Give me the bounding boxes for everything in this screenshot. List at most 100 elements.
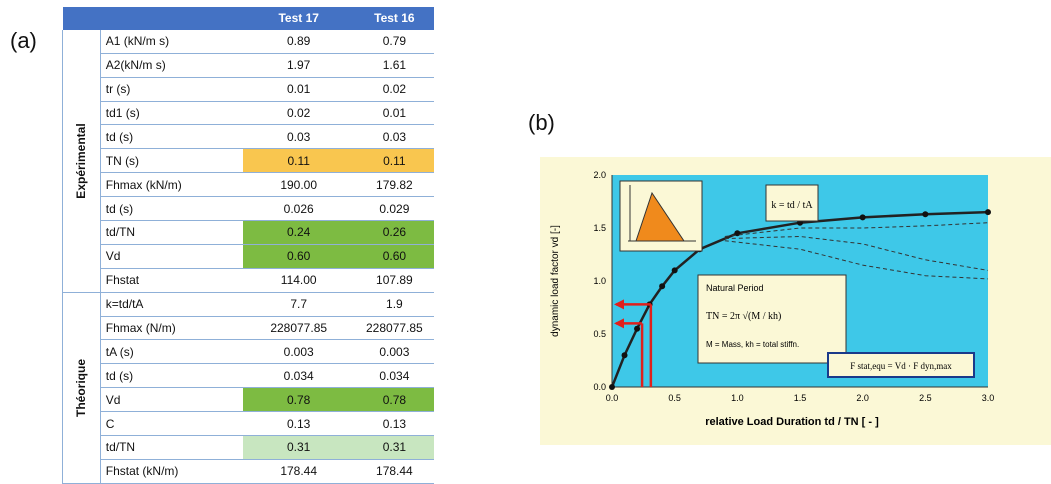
y-axis-label: dynamic load factor vd [-] xyxy=(550,225,561,337)
arrow-head xyxy=(614,299,624,310)
row-label: Vd xyxy=(100,387,243,413)
row-label: k=td/tA xyxy=(100,291,243,317)
table-row: td/TN 0.31 0.31 xyxy=(63,435,434,460)
group-label: Expérimental xyxy=(74,123,89,199)
value-cell: 228077.85 xyxy=(242,316,355,341)
row-label: td (s) xyxy=(100,124,243,150)
y-tick-label: 0.5 xyxy=(593,329,606,339)
value-cell: 0.60 xyxy=(242,244,355,269)
value-cell: 0.003 xyxy=(242,339,355,365)
table-row: td (s) 0.03 0.03 xyxy=(63,124,434,150)
load-diagram-inset xyxy=(619,180,703,252)
curve-point xyxy=(671,267,678,274)
row-label: A1 (kN/m s) xyxy=(100,29,243,54)
k-ratio-label: k = td / tA xyxy=(771,200,813,211)
value-cell: 107.89 xyxy=(354,268,434,293)
x-tick-label: 2.0 xyxy=(856,393,869,403)
static-force-formula-box: F stat,equ = Vd · F dyn,max xyxy=(827,352,975,378)
curve-point xyxy=(659,283,666,290)
plot-axes: 0.0 0.5 1.0 1.5 2.0 2.5 3.0 0.0 0.5 1.0 1.5 2.0 xyxy=(593,170,994,403)
value-cell: 0.003 xyxy=(354,339,434,365)
note-line: M = Mass, kh = total stiffn. xyxy=(706,340,799,349)
row-label: C xyxy=(100,411,243,437)
value-cell: 0.026 xyxy=(242,196,355,222)
table-row: Fhstat 114.00 107.89 xyxy=(63,268,434,293)
value-cell: 0.78 xyxy=(242,387,355,413)
x-tick-label: 0.5 xyxy=(668,393,681,403)
value-cell: 0.89 xyxy=(242,29,355,54)
value-cell: 0.034 xyxy=(242,363,355,389)
value-cell: 0.03 xyxy=(242,124,355,150)
curve-point xyxy=(609,384,615,390)
value-cell: 0.26 xyxy=(354,220,434,245)
value-cell: 0.01 xyxy=(354,101,434,126)
value-cell: 178.44 xyxy=(242,459,355,484)
table-row: Vd 0.78 0.78 xyxy=(63,387,434,413)
curve-point xyxy=(634,325,641,332)
x-tick-label: 2.5 xyxy=(919,393,932,403)
dashed-curve xyxy=(724,222,989,237)
table-row: Fhmax (kN/m) 190.00 179.82 xyxy=(63,172,434,198)
row-label: Vd xyxy=(100,244,243,269)
value-cell: 0.029 xyxy=(354,196,434,222)
value-cell: 179.82 xyxy=(354,172,434,198)
y-tick-label: 1.0 xyxy=(593,276,606,286)
value-cell: 1.9 xyxy=(354,291,434,317)
table-row: td/TN 0.24 0.26 xyxy=(63,220,434,245)
group-label-cell: Théorique xyxy=(62,291,101,484)
dashed-curve xyxy=(724,240,989,280)
row-label: tA (s) xyxy=(100,339,243,365)
table-row: Fhmax (N/m) 228077.85 228077.85 xyxy=(63,316,434,341)
value-cell: 0.24 xyxy=(242,220,355,245)
static-force-formula: F stat,equ = Vd · F dyn,max xyxy=(850,361,952,371)
panel-b-label: (b) xyxy=(528,110,555,135)
table-row: Expérimental A1 (kN/m s) 0.89 0.79 xyxy=(62,29,434,293)
table-row: tr (s) 0.01 0.02 xyxy=(63,77,434,102)
x-axis-label: relative Load Duration td / TN [ - ] xyxy=(705,416,879,428)
value-cell: 1.97 xyxy=(242,53,355,78)
value-cell: 178.44 xyxy=(354,459,434,484)
value-cell: 190.00 xyxy=(242,172,355,198)
k-ratio-box: k = td / tA xyxy=(765,184,819,222)
row-label: Fhstat (kN/m) xyxy=(100,459,243,484)
row-label: td (s) xyxy=(100,363,243,389)
group-label: Théorique xyxy=(74,358,89,417)
value-cell: 0.03 xyxy=(354,124,434,150)
note-formula: TN = 2π √(M / kh) xyxy=(706,311,781,322)
value-cell: 0.13 xyxy=(242,411,355,437)
value-cell: 0.79 xyxy=(354,29,434,54)
value-cell: 114.00 xyxy=(242,268,355,293)
row-label: td1 (s) xyxy=(100,101,243,126)
x-tick-label: 1.0 xyxy=(731,393,744,403)
value-cell: 0.60 xyxy=(354,244,434,269)
dashed-curve xyxy=(724,235,989,271)
value-cell: 0.13 xyxy=(354,411,434,437)
x-tick-label: 0.0 xyxy=(606,393,619,403)
table-row: A2(kN/m s) 1.97 1.61 xyxy=(63,53,434,78)
y-tick-label: 1.5 xyxy=(593,223,606,233)
y-tick-label: 2.0 xyxy=(593,170,606,180)
table-row: td1 (s) 0.02 0.01 xyxy=(63,101,434,126)
value-cell: 0.31 xyxy=(242,435,355,460)
parameters-table: Test 17 Test 16 Expérimental A1 (kN/m s) 0.8… xyxy=(62,7,434,484)
natural-period-note: Natural Period TN = 2π √(M / kh) M = Mas… xyxy=(697,274,847,364)
curve-point xyxy=(922,211,929,218)
table-row: tA (s) 0.003 0.003 xyxy=(63,339,434,365)
table-row: Vd 0.60 0.60 xyxy=(63,244,434,269)
row-label: tr (s) xyxy=(100,77,243,102)
table-row: Théorique k=td/tA 7.7 1.9 xyxy=(62,291,434,484)
value-cell: 0.02 xyxy=(242,101,355,126)
panel-a-label: (a) xyxy=(10,28,37,53)
table-row: C 0.13 0.13 xyxy=(63,411,434,437)
table-row: td (s) 0.034 0.034 xyxy=(63,363,434,389)
row-label: Fhmax (kN/m) xyxy=(100,172,243,198)
row-label: td/TN xyxy=(100,220,243,245)
x-tick-label: 1.5 xyxy=(794,393,807,403)
curve-point xyxy=(985,209,991,216)
row-label: A2(kN/m s) xyxy=(100,53,243,78)
value-cell: 0.31 xyxy=(354,435,434,460)
group-label-cell: Expérimental xyxy=(62,29,101,293)
column-header: Test 16 xyxy=(354,7,434,30)
row-label: td (s) xyxy=(100,196,243,222)
value-cell: 0.78 xyxy=(354,387,434,413)
